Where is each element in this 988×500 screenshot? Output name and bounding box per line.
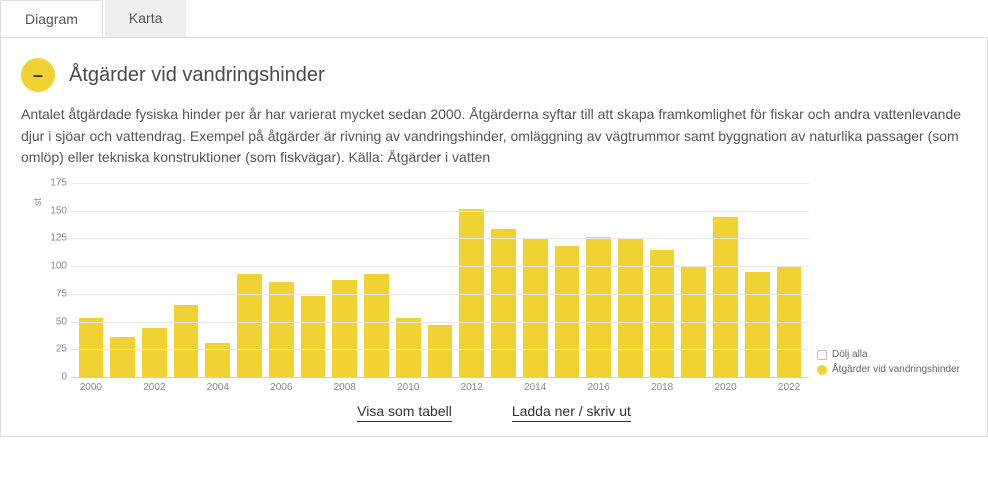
bar[interactable] bbox=[428, 325, 453, 377]
legend-series-label: Åtgärder vid vandringshinder bbox=[832, 364, 960, 375]
bar[interactable] bbox=[396, 318, 421, 377]
x-tick: 2018 bbox=[650, 382, 675, 393]
grid-line bbox=[71, 238, 809, 239]
x-tick bbox=[428, 382, 453, 393]
tabs: Diagram Karta bbox=[0, 0, 988, 37]
x-tick: 2000 bbox=[79, 382, 104, 393]
bar[interactable] bbox=[491, 229, 516, 378]
show-table-link[interactable]: Visa som tabell bbox=[357, 403, 452, 422]
page-title: Åtgärder vid vandringshinder bbox=[69, 64, 325, 87]
x-tick bbox=[491, 382, 516, 393]
x-tick bbox=[555, 382, 580, 393]
legend-hide-all-label: Dölj alla bbox=[832, 349, 868, 360]
x-tick bbox=[237, 382, 262, 393]
tab-diagram[interactable]: Diagram bbox=[0, 0, 103, 37]
bar[interactable] bbox=[459, 209, 484, 378]
download-print-link[interactable]: Ladda ner / skriv ut bbox=[512, 403, 631, 422]
legend-series[interactable]: Åtgärder vid vandringshinder bbox=[817, 364, 967, 375]
x-labels: 2000 2002 2004 2006 2008 2010 2012 2014 2016 2018… bbox=[71, 382, 809, 393]
grid-line bbox=[71, 322, 809, 323]
bars-container bbox=[71, 183, 809, 377]
chart-area: 0255075100125150175 2000 2002 2004 2006 2008… bbox=[43, 183, 809, 393]
legend-hide-all[interactable]: Dölj alla bbox=[817, 349, 967, 360]
grid-line bbox=[71, 349, 809, 350]
x-tick: 2010 bbox=[396, 382, 421, 393]
y-tick: 75 bbox=[41, 288, 67, 299]
bar[interactable] bbox=[364, 274, 389, 377]
bar[interactable] bbox=[269, 282, 294, 377]
y-tick: 25 bbox=[41, 344, 67, 355]
x-tick bbox=[110, 382, 135, 393]
panel: – Åtgärder vid vandringshinder Antalet å… bbox=[0, 37, 988, 437]
checkbox-icon bbox=[817, 350, 827, 360]
chart: st 0255075100125150175 20002002200420062… bbox=[21, 183, 967, 393]
bar[interactable] bbox=[301, 296, 326, 377]
minus-icon: – bbox=[33, 65, 43, 86]
x-tick: 2022 bbox=[777, 382, 802, 393]
bar[interactable] bbox=[110, 337, 135, 377]
x-tick bbox=[301, 382, 326, 393]
bar[interactable] bbox=[745, 272, 770, 377]
legend: Dölj alla Åtgärder vid vandringshinder bbox=[817, 183, 967, 393]
header: – Åtgärder vid vandringshinder bbox=[21, 58, 967, 92]
tab-karta[interactable]: Karta bbox=[105, 0, 186, 37]
bar[interactable] bbox=[79, 318, 104, 377]
bar[interactable] bbox=[205, 343, 230, 377]
bar[interactable] bbox=[237, 274, 262, 377]
bar[interactable] bbox=[713, 217, 738, 377]
x-tick bbox=[745, 382, 770, 393]
x-tick: 2006 bbox=[269, 382, 294, 393]
x-tick: 2012 bbox=[459, 382, 484, 393]
x-tick: 2002 bbox=[142, 382, 167, 393]
grid-line bbox=[71, 211, 809, 212]
y-tick: 50 bbox=[41, 316, 67, 327]
x-tick bbox=[681, 382, 706, 393]
bar[interactable] bbox=[142, 328, 167, 377]
footer-links: Visa som tabell Ladda ner / skriv ut bbox=[21, 403, 967, 422]
y-tick: 125 bbox=[41, 233, 67, 244]
x-tick: 2020 bbox=[713, 382, 738, 393]
grid-line bbox=[71, 294, 809, 295]
y-tick: 100 bbox=[41, 261, 67, 272]
grid-line bbox=[71, 266, 809, 267]
x-tick bbox=[174, 382, 199, 393]
x-tick bbox=[364, 382, 389, 393]
bar[interactable] bbox=[523, 239, 548, 378]
x-tick: 2014 bbox=[523, 382, 548, 393]
y-tick: 150 bbox=[41, 205, 67, 216]
bar[interactable] bbox=[174, 305, 199, 377]
x-tick: 2008 bbox=[332, 382, 357, 393]
grid-line bbox=[71, 183, 809, 184]
x-tick bbox=[618, 382, 643, 393]
y-tick: 175 bbox=[41, 178, 67, 189]
description: Antalet åtgärdade fysiska hinder per år … bbox=[21, 104, 967, 169]
y-tick: 0 bbox=[41, 372, 67, 383]
plot: 0255075100125150175 bbox=[71, 183, 809, 378]
collapse-button[interactable]: – bbox=[21, 58, 55, 92]
bar[interactable] bbox=[618, 239, 643, 378]
bar[interactable] bbox=[650, 250, 675, 377]
legend-dot-icon bbox=[817, 365, 827, 375]
bar[interactable] bbox=[586, 237, 611, 377]
x-tick: 2004 bbox=[205, 382, 230, 393]
x-tick: 2016 bbox=[586, 382, 611, 393]
